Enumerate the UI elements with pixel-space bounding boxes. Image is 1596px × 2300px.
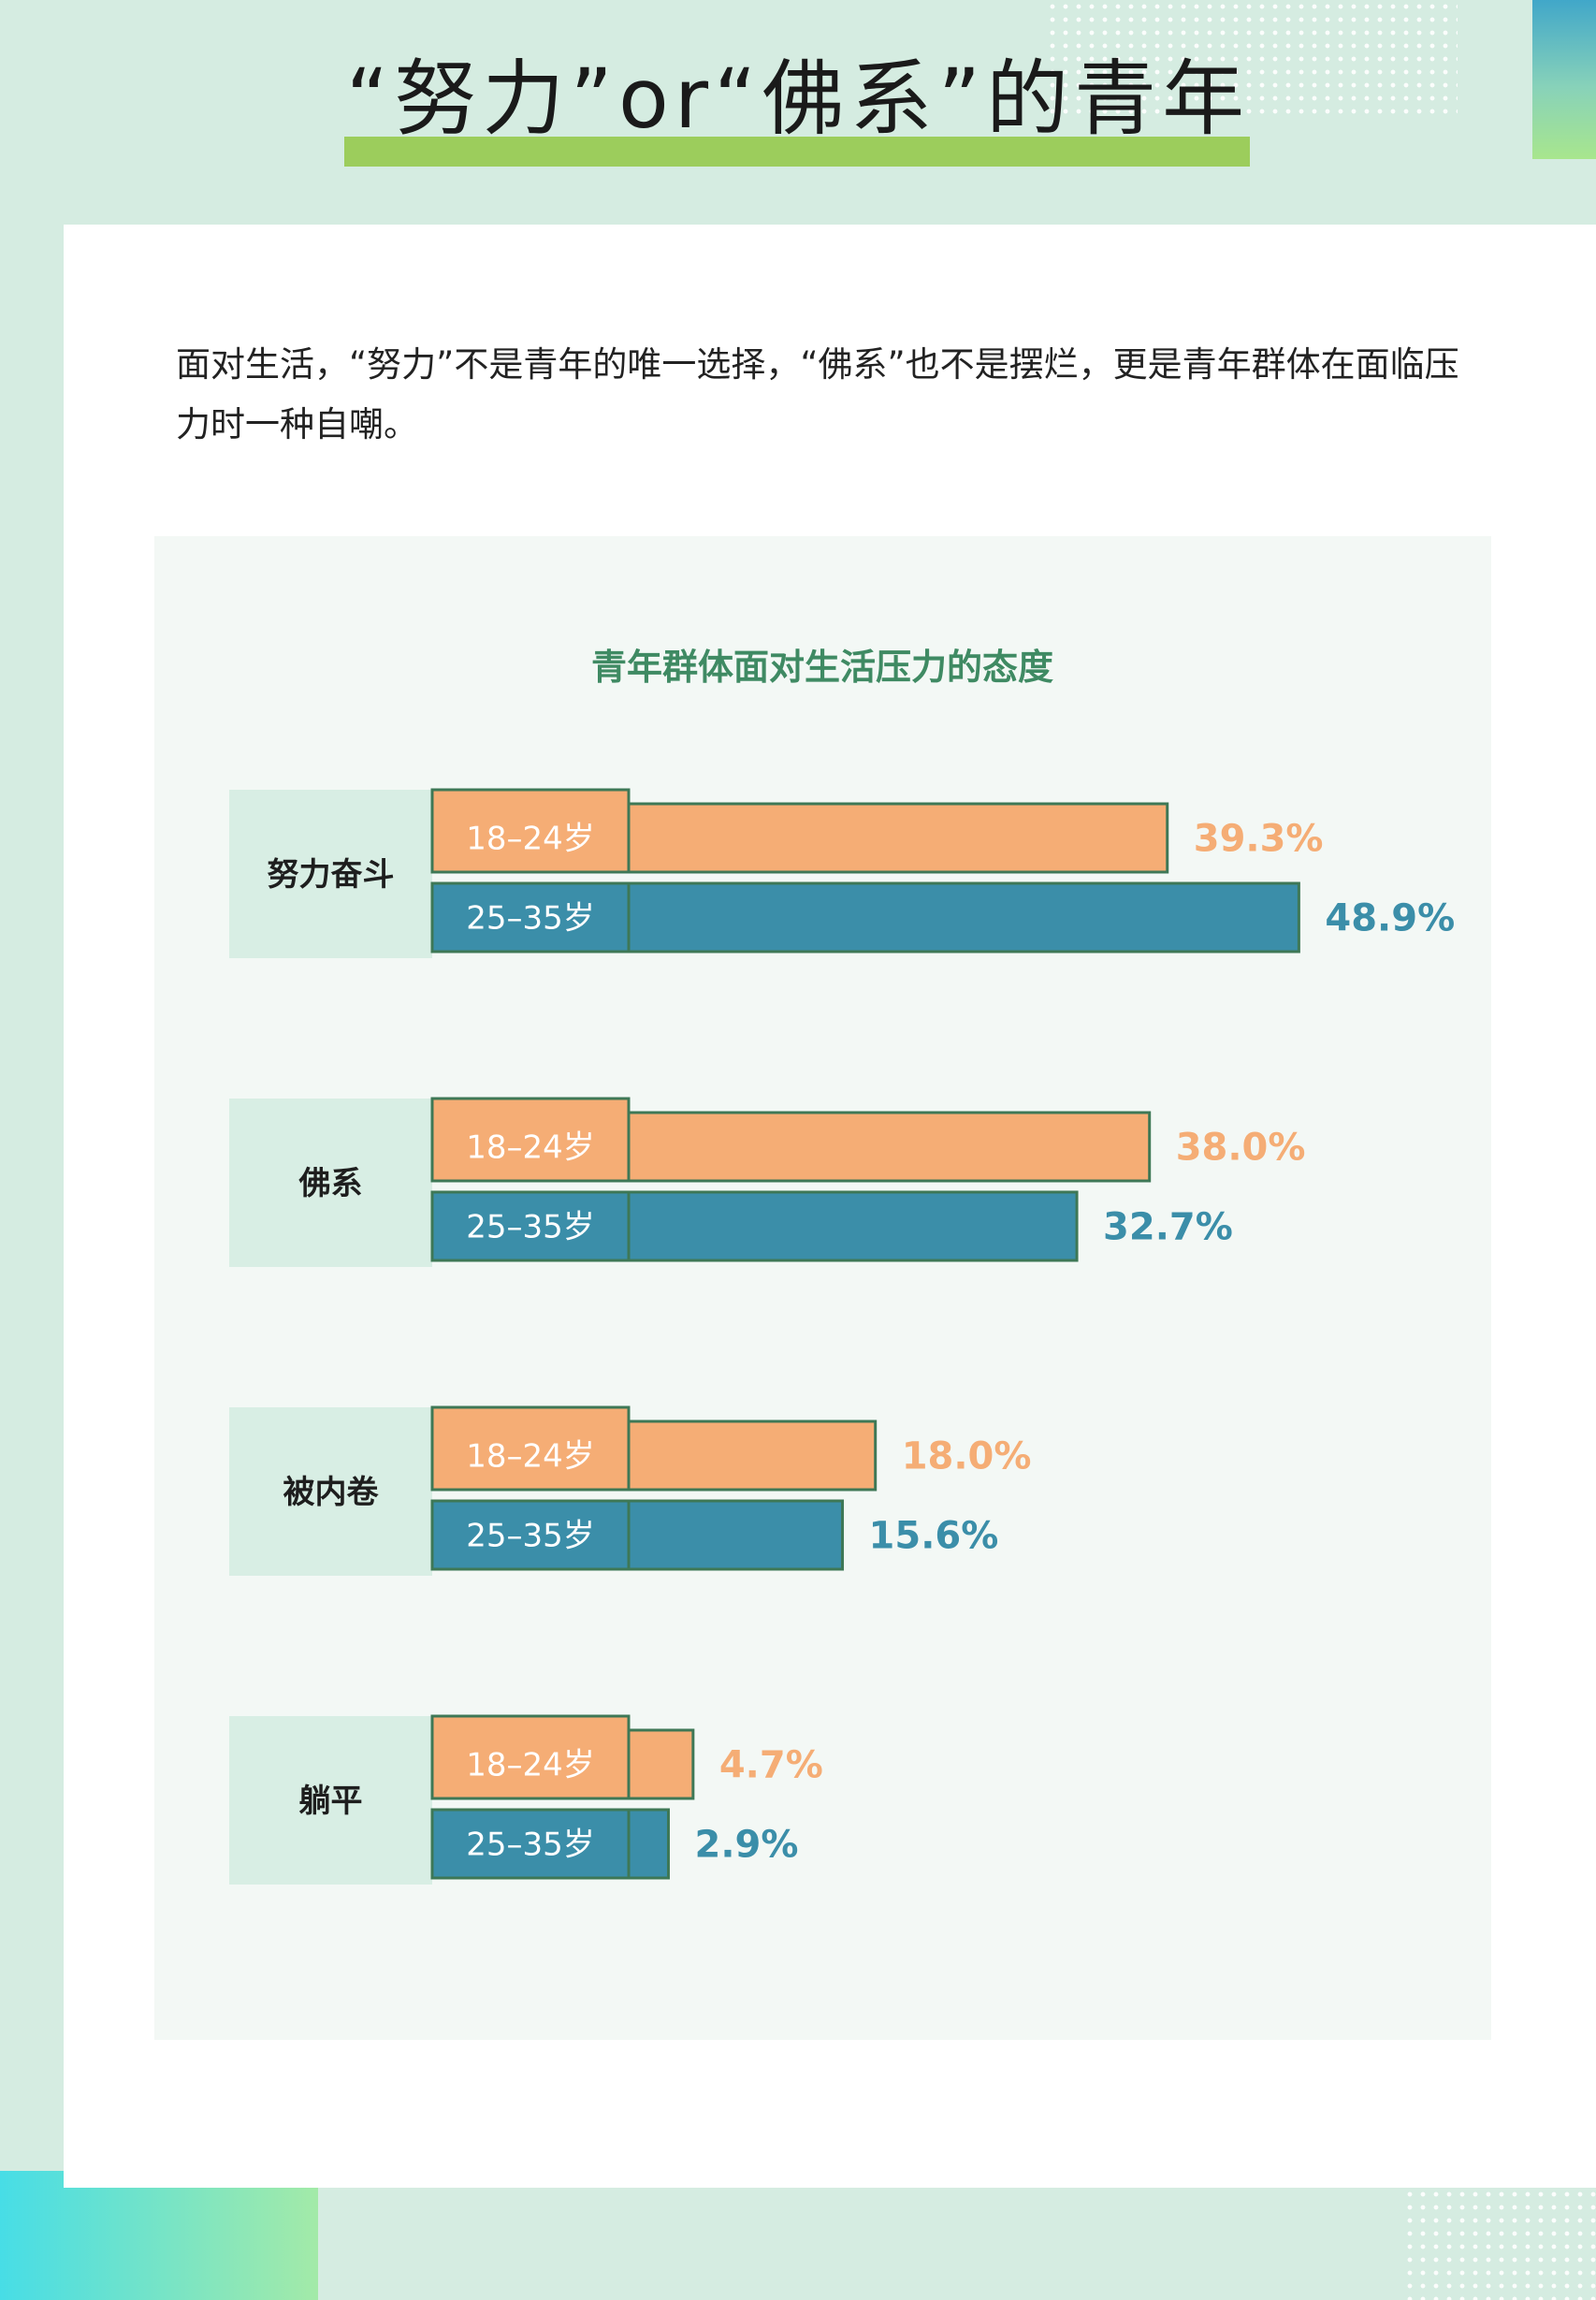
bar xyxy=(627,1419,878,1492)
decorative-gradient-bottom-left xyxy=(0,2171,318,2300)
series-legend-cell xyxy=(430,1714,631,1800)
bar xyxy=(627,1808,670,1880)
series-legend-cell xyxy=(430,1808,631,1880)
category-label: 被内卷 xyxy=(283,1474,380,1511)
series-legend-label: 18–24岁 xyxy=(466,1438,595,1476)
series-legend-label: 18–24岁 xyxy=(466,1747,595,1784)
intro-paragraph: 面对生活，“努力”不是青年的唯一选择，“佛系”也不是摆烂，更是青年群体在面临压力… xyxy=(176,344,1459,444)
decorative-dots-top xyxy=(1046,0,1458,117)
data-label: 38.0% xyxy=(1176,1127,1306,1170)
category-cell xyxy=(229,1716,432,1885)
data-label: 18.0% xyxy=(902,1435,1032,1478)
series-legend-label: 18–24岁 xyxy=(466,821,595,858)
page-title: “努力”or“佛系”的青年 xyxy=(345,51,1251,147)
bar xyxy=(627,881,1300,953)
category-label: 躺平 xyxy=(299,1783,363,1820)
series-legend-cell xyxy=(430,1405,631,1492)
bar xyxy=(627,1190,1079,1262)
series-legend-label: 25–35岁 xyxy=(466,1827,595,1864)
series-legend-label: 25–35岁 xyxy=(466,1518,595,1555)
bar xyxy=(627,802,1169,874)
series-legend-label: 25–35岁 xyxy=(466,900,595,938)
data-label: 39.3% xyxy=(1194,818,1324,861)
series-legend-cell xyxy=(430,1190,631,1262)
bar xyxy=(627,1728,695,1800)
decorative-dots-bottom xyxy=(1403,2188,1596,2300)
series-legend-label: 25–35岁 xyxy=(466,1209,595,1246)
bar xyxy=(627,1499,845,1571)
chart-title: 青年群体面对生活压力的态度 xyxy=(591,647,1053,688)
data-label: 15.6% xyxy=(869,1515,999,1558)
chart-panel: 青年群体面对生活压力的态度努力奋斗 18–24岁 39.3% 25–35岁 48.9% 佛… xyxy=(154,536,1491,2040)
series-legend-label: 18–24岁 xyxy=(466,1129,595,1167)
bar xyxy=(627,1111,1152,1183)
category-label: 努力奋斗 xyxy=(268,856,395,894)
data-label: 32.7% xyxy=(1103,1206,1233,1249)
series-legend-cell xyxy=(430,1499,631,1571)
category-label: 佛系 xyxy=(298,1165,363,1202)
data-label: 2.9% xyxy=(694,1824,798,1867)
series-legend-cell xyxy=(430,788,631,874)
decorative-gradient-top-right xyxy=(1532,0,1596,159)
data-label: 4.7% xyxy=(719,1744,823,1787)
category-cell xyxy=(229,1099,432,1267)
category-cell xyxy=(229,790,432,958)
title-underline xyxy=(344,137,1250,167)
category-cell xyxy=(229,1407,432,1576)
data-label: 48.9% xyxy=(1325,897,1455,940)
